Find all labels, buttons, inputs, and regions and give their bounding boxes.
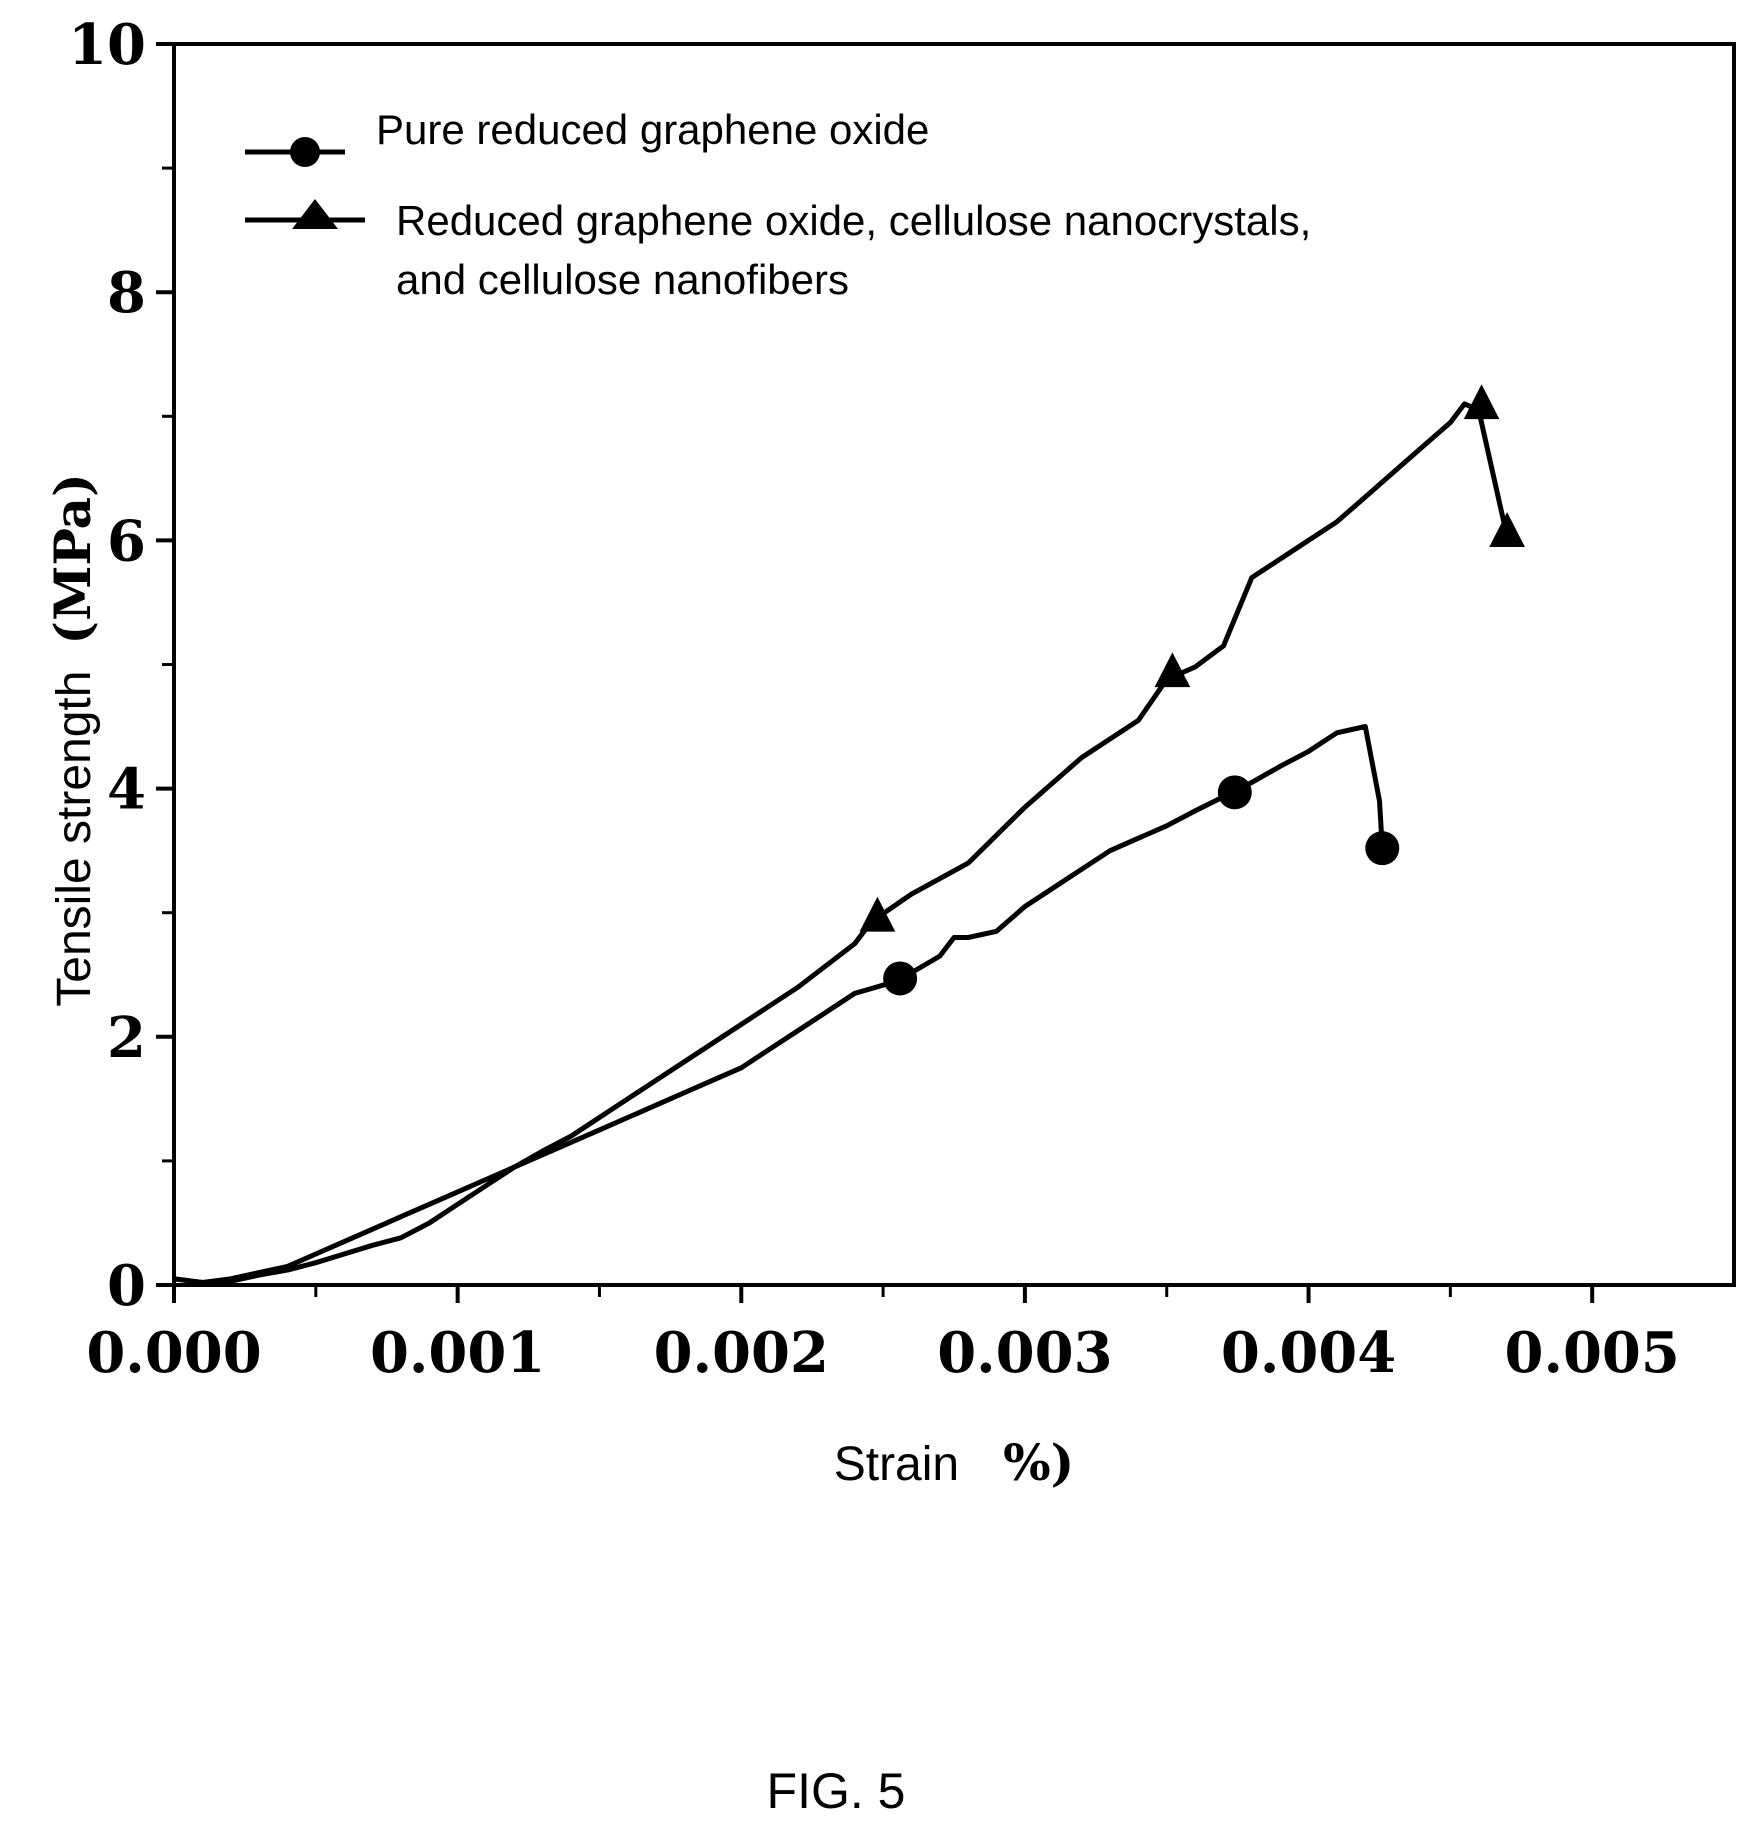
x-tick-label: 0.005 [1505,1320,1680,1386]
legend-circle-marker [290,137,320,167]
x-tick-label: 0.001 [370,1320,545,1386]
x-axis-title-word: Strain [834,1438,959,1491]
legend: Pure reduced graphene oxide Reduced grap… [245,106,1311,303]
x-axis-title-unit: %) [1003,1433,1074,1492]
y-tick-label: 2 [107,1005,146,1071]
circle-marker [1365,831,1400,866]
legend-label-pure: Pure reduced graphene oxide [376,106,929,153]
x-tick-label: 0.002 [654,1320,829,1386]
triangle-marker [1463,384,1500,420]
y-axis-title-unit: (MPa) [43,473,102,644]
series-lines [173,401,1510,1285]
circle-marker [1217,775,1252,810]
x-tick-label: 0.000 [86,1320,261,1386]
x-tick-label: 0.004 [1221,1320,1396,1386]
circle-marker [883,961,918,996]
legend-label-composite-line2: and cellulose nanofibers [396,256,849,303]
triangle-marker [1489,512,1525,547]
figure-label: FIG. 5 [767,1763,906,1819]
y-tick-label: 4 [107,757,146,823]
legend-label-composite-line1: Reduced graphene oxide, cellulose nanocr… [396,197,1311,244]
y-axis-ticks: 0 2 4 6 8 10 [68,12,174,1319]
x-tick-label: 0.003 [937,1320,1112,1386]
y-tick-label: 0 [107,1253,146,1319]
legend-triangle-marker [292,199,338,229]
x-axis-ticks: 0.000 0.001 0.002 0.003 0.004 0.005 [86,1285,1680,1386]
y-tick-label: 10 [68,12,146,78]
triangle-marker [859,896,896,932]
x-axis-title: Strain %) [834,1433,1075,1492]
series-line-composite [173,401,1510,1285]
y-tick-label: 8 [107,260,146,326]
y-tick-label: 6 [107,508,146,574]
triangle-marker [1154,652,1191,688]
series-line-pure [173,724,1385,1285]
y-axis-title-word: Tensile strength [48,671,101,1007]
y-axis-title: Tensile strength (MPa) [43,473,102,1007]
series-markers [859,384,1525,996]
svg-text:Tensile strength (MPa): Tensile strength (MPa) [43,473,102,1007]
